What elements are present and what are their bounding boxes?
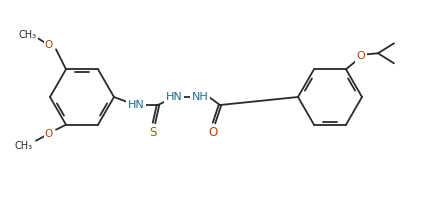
Text: CH₃: CH₃ — [19, 30, 37, 40]
Text: HN: HN — [166, 92, 182, 102]
Text: CH₃: CH₃ — [15, 141, 33, 151]
Text: O: O — [208, 127, 218, 140]
Text: S: S — [149, 127, 157, 140]
Text: O: O — [45, 40, 53, 50]
Text: O: O — [357, 51, 366, 61]
Text: NH: NH — [192, 92, 208, 102]
Text: O: O — [45, 129, 53, 139]
Text: HN: HN — [128, 100, 144, 110]
